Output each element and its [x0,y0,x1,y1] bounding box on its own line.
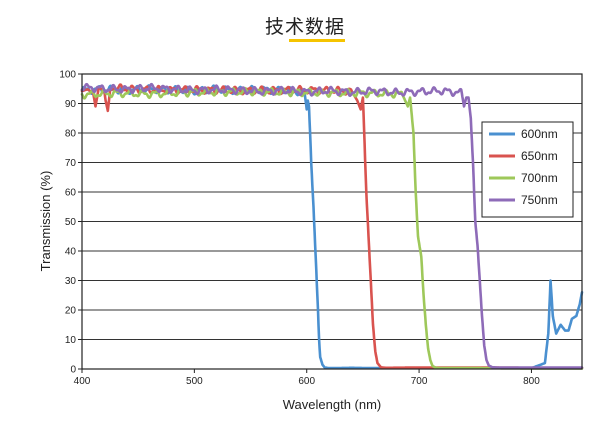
x-tick-label: 600 [298,376,315,387]
axis-layer: 0 10 20 30 40 50 60 70 80 90 100 400 500 600 700 800 [59,70,540,388]
series-layer [80,82,584,370]
y-axis-label: Transmission (%) [38,171,53,272]
y-tick-label: 20 [65,306,77,317]
legend-label-600nm: 600nm [521,127,558,141]
y-tick-label: 60 [65,188,77,199]
legend: 600nm 650nm 700nm 750nm [481,121,574,218]
x-tick-label: 800 [523,376,540,387]
y-tick-label: 50 [65,217,77,228]
legend-label-700nm: 700nm [521,171,558,185]
y-tick-label: 30 [65,276,77,287]
y-tick-label: 0 [70,365,76,376]
y-tick-label: 90 [65,99,77,110]
y-tick-label: 40 [65,247,77,258]
y-tick-label: 100 [59,70,76,81]
y-tick-label: 80 [65,129,77,140]
x-tick-label: 700 [411,376,428,387]
legend-label-650nm: 650nm [521,149,558,163]
x-axis-label: Wavelength (nm) [283,397,382,412]
series-line-750nm [80,82,584,369]
x-tick-label: 500 [186,376,203,387]
y-tick-label: 70 [65,158,77,169]
title-underline [289,39,345,42]
page-title: 技术数据 [264,16,345,38]
legend-label-750nm: 750nm [521,193,558,207]
y-tick-label: 10 [65,335,77,346]
x-tick-label: 400 [74,376,91,387]
